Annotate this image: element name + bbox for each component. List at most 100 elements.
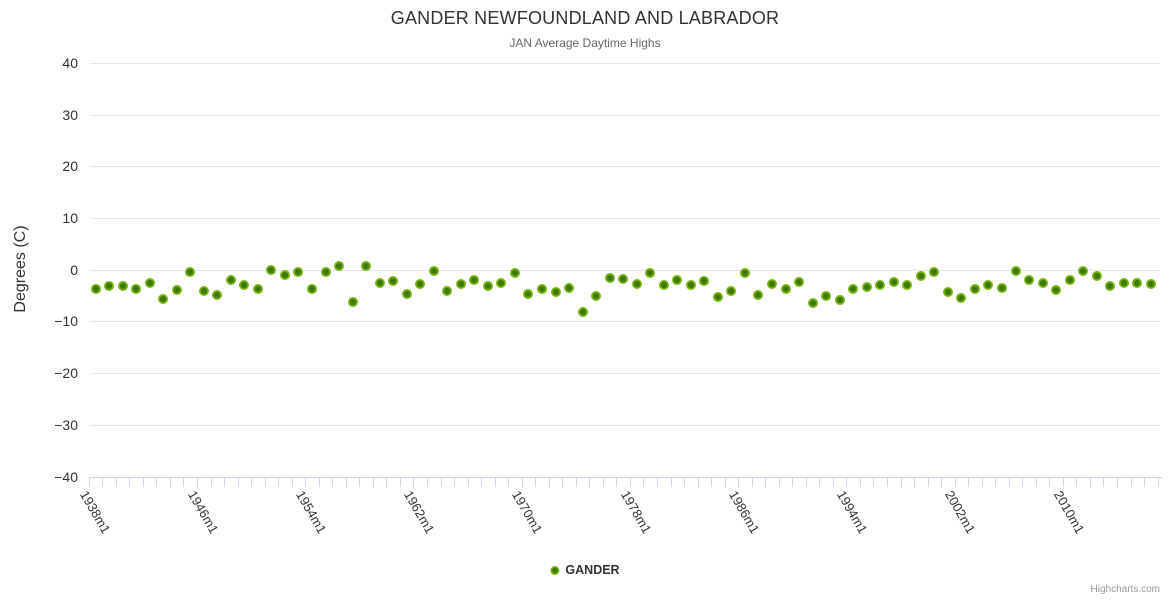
data-point[interactable] <box>117 281 128 292</box>
data-point[interactable] <box>888 276 899 287</box>
data-point[interactable] <box>523 288 534 299</box>
x-axis-tick-label: 1946m1 <box>184 488 222 537</box>
data-point[interactable] <box>212 289 223 300</box>
x-axis-tick <box>372 476 374 487</box>
x-axis-tick <box>224 476 226 487</box>
data-point[interactable] <box>726 286 737 297</box>
data-point[interactable] <box>685 279 696 290</box>
data-point[interactable] <box>739 267 750 278</box>
data-point[interactable] <box>1105 280 1116 291</box>
x-axis-tick <box>792 476 794 487</box>
data-point[interactable] <box>496 277 507 288</box>
data-point[interactable] <box>239 279 250 290</box>
data-point[interactable] <box>1010 266 1021 277</box>
data-point[interactable] <box>942 286 953 297</box>
data-point[interactable] <box>144 277 155 288</box>
data-point[interactable] <box>550 286 561 297</box>
data-point[interactable] <box>794 277 805 288</box>
data-point[interactable] <box>442 285 453 296</box>
x-axis-tick <box>237 476 239 487</box>
data-point[interactable] <box>455 278 466 289</box>
data-point[interactable] <box>469 275 480 286</box>
data-point[interactable] <box>997 283 1007 294</box>
data-point[interactable] <box>252 284 263 295</box>
data-point[interactable] <box>1132 278 1143 289</box>
data-point[interactable] <box>969 283 980 294</box>
data-point[interactable] <box>374 278 385 289</box>
x-axis-tick <box>359 476 361 487</box>
x-axis-tick <box>142 476 144 487</box>
data-point[interactable] <box>631 278 642 289</box>
data-point[interactable] <box>915 271 926 282</box>
data-point[interactable] <box>334 260 345 271</box>
x-axis-tick <box>1076 476 1078 487</box>
x-axis-tick <box>941 476 943 487</box>
data-point[interactable] <box>185 266 196 277</box>
data-point[interactable] <box>591 291 602 302</box>
data-point[interactable] <box>618 273 629 284</box>
data-point[interactable] <box>712 292 723 303</box>
y-axis-tick-label: 40 <box>62 55 78 71</box>
data-point[interactable] <box>131 284 142 295</box>
data-point[interactable] <box>401 288 412 299</box>
data-point[interactable] <box>293 266 304 277</box>
data-point[interactable] <box>536 283 547 294</box>
data-point[interactable] <box>577 306 588 317</box>
data-point[interactable] <box>266 264 277 275</box>
data-point[interactable] <box>983 279 994 290</box>
data-point[interactable] <box>347 297 358 308</box>
data-point[interactable] <box>388 276 399 287</box>
data-point[interactable] <box>672 275 683 286</box>
x-axis-tick-label: 1954m1 <box>292 488 330 537</box>
data-point[interactable] <box>861 282 872 293</box>
data-point[interactable] <box>1078 265 1089 276</box>
data-point[interactable] <box>482 281 493 292</box>
data-point[interactable] <box>807 297 818 308</box>
data-point[interactable] <box>1024 275 1035 286</box>
x-axis-tick <box>859 476 861 487</box>
data-point[interactable] <box>279 269 290 280</box>
data-point[interactable] <box>604 273 615 284</box>
data-point[interactable] <box>821 291 832 302</box>
data-point[interactable] <box>1064 274 1075 285</box>
data-point[interactable] <box>753 289 764 300</box>
data-point[interactable] <box>415 279 426 290</box>
data-point[interactable] <box>699 276 710 287</box>
data-point[interactable] <box>509 268 520 279</box>
y-axis-tick-label: 30 <box>62 106 78 123</box>
data-point[interactable] <box>90 283 101 294</box>
x-axis-tick <box>521 476 523 487</box>
data-point[interactable] <box>104 280 115 291</box>
data-point[interactable] <box>848 284 859 295</box>
data-point[interactable] <box>320 267 331 278</box>
data-point[interactable] <box>929 267 940 278</box>
data-point[interactable] <box>158 294 169 305</box>
data-point[interactable] <box>645 268 656 279</box>
data-point[interactable] <box>767 279 777 290</box>
data-point[interactable] <box>361 260 372 271</box>
data-point[interactable] <box>171 285 182 296</box>
data-point[interactable] <box>428 265 439 276</box>
x-axis-tick <box>1103 476 1105 487</box>
legend-item-gander[interactable]: GANDER <box>550 563 620 577</box>
data-point[interactable] <box>198 286 209 297</box>
x-axis-tick <box>264 476 266 487</box>
data-point[interactable] <box>902 279 913 290</box>
data-point[interactable] <box>875 279 886 290</box>
data-point[interactable] <box>834 294 845 305</box>
data-point[interactable] <box>1118 278 1129 289</box>
x-axis-tick <box>196 476 198 487</box>
x-axis-tick <box>169 476 171 487</box>
highcharts-credits[interactable]: Highcharts.com <box>1090 584 1160 595</box>
data-point[interactable] <box>1051 284 1062 295</box>
data-point[interactable] <box>306 283 317 294</box>
x-axis-tick <box>873 476 875 487</box>
data-point[interactable] <box>780 284 791 295</box>
data-point[interactable] <box>1091 270 1102 281</box>
data-point[interactable] <box>225 275 236 286</box>
data-point[interactable] <box>564 283 575 294</box>
data-point[interactable] <box>1145 279 1156 290</box>
data-point[interactable] <box>956 293 967 304</box>
data-point[interactable] <box>658 279 669 290</box>
data-point[interactable] <box>1037 278 1048 289</box>
